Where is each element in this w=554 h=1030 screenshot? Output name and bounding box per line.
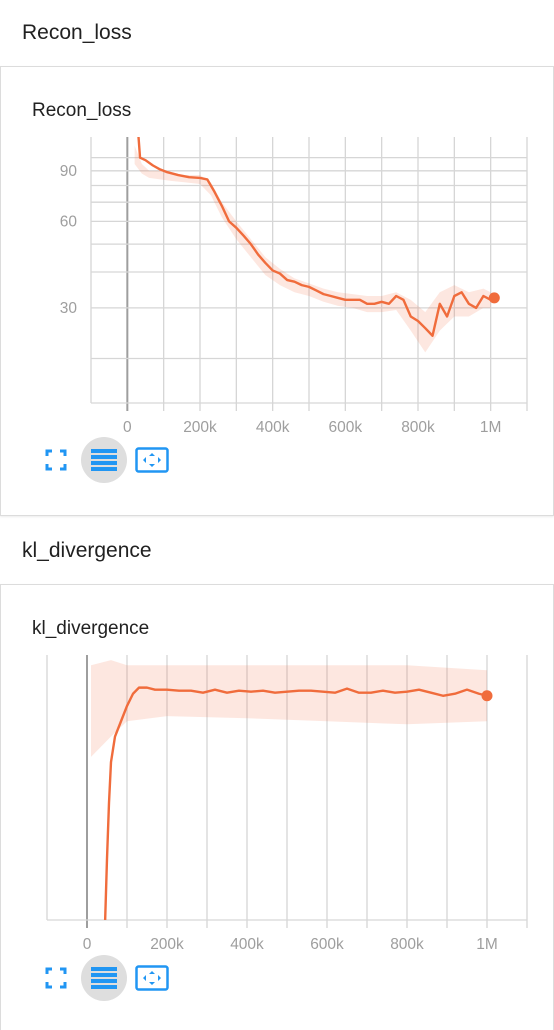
section-title-recon-loss[interactable]: Recon_loss: [22, 21, 132, 44]
fullscreen-button[interactable]: [33, 437, 79, 483]
fit-domain-icon: [135, 447, 169, 473]
series-group: [134, 137, 495, 353]
x-tick-label: 1M: [480, 419, 502, 436]
section-title-kl-divergence[interactable]: kl_divergence: [22, 539, 152, 562]
chart-toolbar: [33, 437, 183, 483]
series-end-marker: [481, 690, 493, 702]
smoothed-series-line: [103, 686, 488, 920]
fullscreen-icon: [45, 449, 67, 471]
toggle-lines-button[interactable]: [81, 437, 127, 483]
chart-title: Recon_loss: [32, 100, 132, 121]
fullscreen-icon: [45, 967, 67, 989]
x-tick-label: 1M: [476, 936, 498, 953]
fit-domain-icon: [135, 965, 169, 991]
fit-domain-button[interactable]: [129, 955, 175, 1001]
series-group: [91, 660, 488, 920]
chart-card-recon-loss: Recon_loss 30 60 90 0 200k 400k 600k 800k 1M: [0, 66, 554, 516]
x-tick-label: 0: [83, 936, 92, 953]
chart-toolbar: [33, 955, 183, 1001]
smoothed-series-line: [137, 137, 495, 337]
fullscreen-button[interactable]: [33, 955, 79, 1001]
lines-icon: [91, 449, 117, 471]
x-tick-label: 800k: [401, 419, 435, 436]
chart-kl-divergence: 0 200k 400k 600k 800k 1M: [46, 655, 528, 953]
chart-title: kl_divergence: [32, 618, 150, 639]
raw-series-band: [134, 145, 491, 353]
x-tick-label: 400k: [256, 419, 290, 436]
x-tick-label: 0: [123, 419, 132, 436]
x-tick-label: 200k: [150, 936, 184, 953]
raw-series-band: [91, 660, 487, 757]
y-tick-label: 60: [60, 213, 78, 230]
y-tick-label: 90: [60, 163, 78, 180]
toggle-lines-button[interactable]: [81, 955, 127, 1001]
y-tick-label: 30: [60, 300, 78, 317]
chart-card-kl-divergence: kl_divergence 0 200k 400k 600k 800k 1M: [0, 584, 554, 1030]
x-tick-label: 600k: [329, 419, 363, 436]
x-tick-label: 200k: [183, 419, 217, 436]
x-tick-label: 800k: [390, 936, 424, 953]
fit-domain-button[interactable]: [129, 437, 175, 483]
x-tick-label: 600k: [310, 936, 344, 953]
x-tick-label: 400k: [230, 936, 264, 953]
series-end-marker: [488, 292, 500, 304]
chart-recon-loss: 30 60 90 0 200k 400k 600k 800k 1M: [60, 137, 528, 436]
lines-icon: [91, 967, 117, 989]
